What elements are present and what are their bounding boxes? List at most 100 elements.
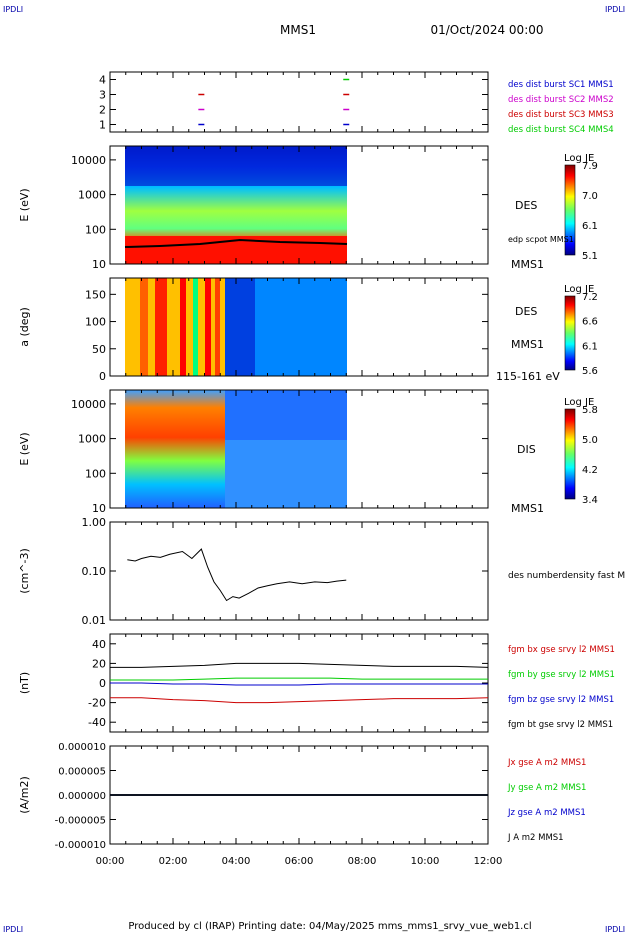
dis-energy-spectrogram: [125, 390, 347, 508]
colorbar-tick-label: 5.8: [582, 405, 598, 416]
y-tick-label: 100: [85, 467, 106, 480]
y-tick-label: 10000: [71, 398, 106, 411]
y-tick-label: 0.000010: [58, 742, 106, 753]
y-axis-label: (nT): [18, 672, 31, 694]
y-tick-label: 100: [85, 316, 106, 329]
colorbar-tick-label: 7.9: [582, 161, 598, 172]
right-label: DIS: [517, 443, 536, 456]
colorbar-tick-label: 6.6: [582, 317, 598, 328]
colorbar-des-pitch: [564, 295, 576, 371]
corner-label-top-right: IPDLI: [605, 5, 625, 14]
footer-text: Produced by cl (IRAP) Printing date: 04/…: [128, 921, 531, 932]
colorbar-tick-label: 5.6: [582, 366, 598, 377]
y-tick-label: 0: [99, 370, 106, 383]
fgm-series-line: [110, 677, 488, 681]
right-label: MMS1: [511, 502, 544, 515]
y-tick-label: 100: [85, 223, 106, 236]
right-label: fgm bz gse srvy l2 MMS1: [508, 695, 614, 705]
y-axis-label: a (deg): [18, 307, 31, 347]
y-tick-label: 0.10: [82, 565, 107, 578]
y-tick-label: 0.01: [82, 614, 107, 627]
colorbar-tick-label: 5.0: [582, 435, 598, 446]
corner-label-bottom-left: IPDLI: [3, 925, 23, 934]
colorbar-tick-label: 6.1: [582, 341, 598, 352]
colorbar-tick-label: 3.4: [582, 495, 598, 506]
y-tick-label: 1000: [78, 433, 106, 446]
y-tick-label: -0.000010: [55, 840, 106, 851]
y-tick-label: 4: [99, 74, 106, 87]
right-label: des numberdensity fast M: [508, 571, 625, 581]
y-tick-label: 10000: [71, 154, 106, 167]
right-label: fgm by gse srvy l2 MMS1: [508, 670, 615, 680]
right-label: MMS1: [511, 338, 544, 351]
y-axis-label: (A/m2): [18, 776, 31, 814]
x-tick-label: 06:00: [285, 856, 314, 867]
y-axis-label: E (eV): [18, 432, 31, 465]
y-tick-label: 150: [85, 288, 106, 301]
colorbar-tick-label: 7.2: [582, 292, 598, 303]
y-tick-label: 10: [92, 502, 106, 515]
right-label: DES: [515, 199, 537, 212]
x-tick-label: 02:00: [159, 856, 188, 867]
y-tick-label: -40: [88, 716, 106, 729]
colorbar-tick-label: 4.2: [582, 465, 598, 476]
colorbar-dis-energy: [564, 408, 576, 500]
y-tick-label: 0.000000: [58, 791, 106, 802]
y-tick-label: 50: [92, 343, 106, 356]
right-label: Jx gse A m2 MMS1: [507, 758, 586, 768]
colorbar-title: Log JE: [564, 397, 594, 408]
des-energy-spectrogram: [124, 146, 348, 264]
right-label: fgm bx gse srvy l2 MMS1: [508, 645, 615, 655]
right-label: 115-161 eV: [496, 370, 560, 383]
panel-frame-1: [109, 71, 489, 133]
y-tick-label: 20: [92, 657, 106, 670]
legend-entry: des dist burst SC3 MMS3: [508, 110, 614, 120]
y-tick-label: 0.000005: [58, 767, 106, 778]
x-tick-label: 00:00: [96, 856, 125, 867]
right-label: Jz gse A m2 MMS1: [507, 808, 586, 818]
colorbar-title: Log JE: [564, 153, 594, 164]
right-label: MMS1: [511, 258, 544, 271]
x-tick-label: 08:00: [348, 856, 377, 867]
fgm-series-line: [110, 682, 488, 686]
fgm-series-line: [110, 662, 489, 668]
colorbar-tick-label: 5.1: [582, 251, 598, 262]
page-date: 01/Oct/2024 00:00: [430, 23, 543, 37]
legend-entry: des dist burst SC2 MMS2: [508, 95, 614, 105]
corner-label-top-left: IPDLI: [3, 5, 23, 14]
y-tick-label: 2: [99, 104, 106, 117]
y-axis-label: E (eV): [18, 188, 31, 221]
panel-frame-6: [109, 633, 489, 733]
legend-entry: des dist burst SC1 MMS1: [508, 80, 614, 90]
corner-label-bottom-right: IPDLI: [605, 925, 625, 934]
colorbar-des-energy: [564, 164, 576, 256]
y-axis-label: (cm^-3): [18, 548, 31, 594]
des-pitch-spectrogram: [125, 278, 347, 376]
right-label: J A m2 MMS1: [507, 833, 564, 843]
y-tick-label: -0.000005: [55, 816, 106, 827]
x-tick-label: 04:00: [222, 856, 251, 867]
y-tick-label: 1000: [78, 189, 106, 202]
panel-frame-5: [109, 521, 489, 621]
y-tick-label: 10: [92, 258, 106, 271]
y-tick-label: 1: [99, 119, 106, 132]
y-tick-label: 3: [99, 89, 106, 102]
x-tick-label: 12:00: [474, 856, 503, 867]
y-tick-label: 0: [99, 677, 106, 690]
x-tick-label: 10:00: [411, 856, 440, 867]
right-label: DES: [515, 305, 537, 318]
colorbar-tick-label: 6.1: [582, 221, 598, 232]
y-tick-label: 1.00: [82, 516, 107, 529]
y-tick-label: -20: [88, 697, 106, 710]
right-label: Jy gse A m2 MMS1: [507, 783, 586, 793]
legend-entry: des dist burst SC4 MMS4: [508, 125, 614, 135]
right-label: edp scpot MMS1: [508, 235, 574, 244]
density-series-line: [127, 548, 347, 602]
right-label: fgm bt gse srvy l2 MMS1: [508, 720, 613, 730]
y-tick-label: 40: [92, 638, 106, 651]
colorbar-tick-label: 7.0: [582, 191, 598, 202]
fgm-series-line: [110, 697, 489, 704]
colorbar-title: Log JE: [564, 284, 594, 295]
page-title: MMS1: [280, 23, 316, 37]
